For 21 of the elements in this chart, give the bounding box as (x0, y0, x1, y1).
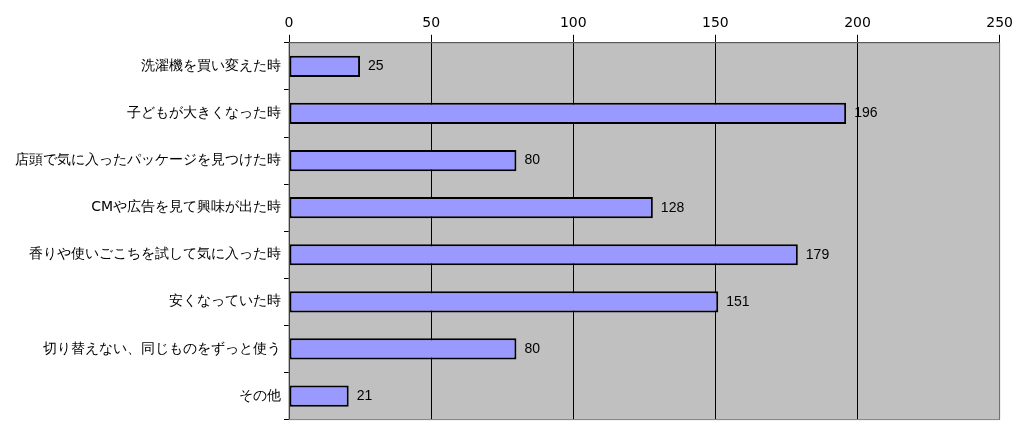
data-label: 25 (368, 57, 384, 74)
y-tick-label: その他 (239, 386, 281, 403)
y-tick-label: 安くなっていた時 (169, 292, 281, 309)
data-label: 151 (726, 292, 750, 309)
data-label: 128 (660, 198, 685, 215)
data-label: 179 (805, 245, 830, 262)
y-tick-label: 香りや使いごこちを試して気に入った時 (29, 245, 281, 262)
data-label: 80 (524, 151, 541, 168)
x-tick-label: 100 (559, 14, 587, 31)
data-label: 21 (356, 386, 373, 403)
x-tick-label: 50 (422, 14, 441, 31)
x-tick-label: 150 (702, 14, 729, 31)
y-tick-label: 子どもが大きくなった時 (127, 104, 281, 121)
x-tick-label: 200 (844, 14, 871, 31)
x-tick-label: 0 (284, 14, 294, 31)
y-tick-label: 洗濯機を買い変えた時 (141, 56, 281, 73)
y-tick-label: CMや広告を見て興味が出た時 (91, 198, 281, 215)
y-tick-label: 切り替えない、同じものをずっと使う (43, 339, 281, 356)
y-tick-label: 店頭で気に入ったパッケージを見つけた時 (15, 151, 281, 168)
x-tick-label: 250 (986, 14, 1014, 31)
data-label: 80 (524, 339, 541, 356)
